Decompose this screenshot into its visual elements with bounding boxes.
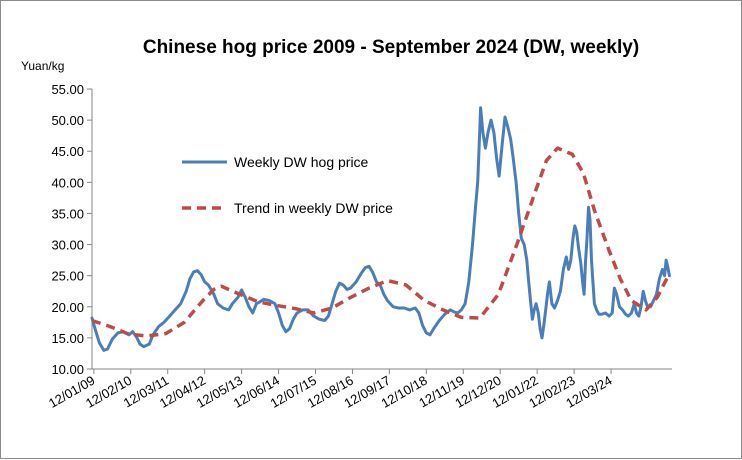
y-axis-label: Yuan/kg bbox=[21, 59, 64, 73]
series-layer bbox=[90, 106, 671, 352]
chart-title: Chinese hog price 2009 - September 2024 … bbox=[143, 37, 639, 58]
y-tick-label: 25.00 bbox=[51, 269, 84, 284]
legend-label-trend: Trend in weekly DW price bbox=[234, 200, 393, 216]
y-tick-label: 20.00 bbox=[51, 300, 84, 315]
y-tick-label: 35.00 bbox=[51, 206, 84, 221]
y-tick-label: 50.00 bbox=[51, 113, 84, 128]
series-line-trend bbox=[91, 146, 670, 338]
legend-label-weekly: Weekly DW hog price bbox=[234, 154, 369, 170]
y-tick-label: 10.00 bbox=[51, 362, 84, 377]
y-tick-label: 15.00 bbox=[51, 331, 84, 346]
y-tick-label: 30.00 bbox=[51, 238, 84, 253]
series-line-weekly bbox=[90, 106, 671, 352]
y-tick-label: 55.00 bbox=[51, 82, 84, 97]
y-tick-label: 45.00 bbox=[51, 144, 84, 159]
y-tick-label: 40.00 bbox=[51, 175, 84, 190]
legend: Weekly DW hog price Trend in weekly DW p… bbox=[182, 154, 393, 216]
